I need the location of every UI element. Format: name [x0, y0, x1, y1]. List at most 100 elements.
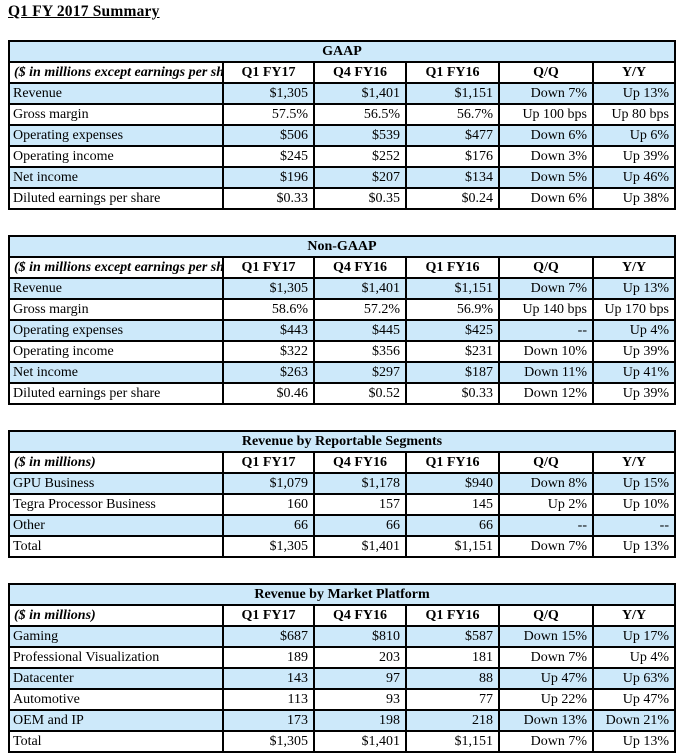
cell-value: Up 38% [592, 187, 676, 210]
column-header: Y/Y [592, 604, 676, 627]
cell-value: $687 [222, 625, 315, 648]
table-row: Gross margin 58.6% 57.2% 56.9% Up 140 bp… [8, 298, 676, 321]
cell-value: Up 10% [592, 493, 676, 516]
cell-value: Down 5% [498, 166, 594, 189]
table-title: Non-GAAP [8, 235, 676, 258]
cell-value: 143 [222, 667, 315, 690]
cell-value: $134 [405, 166, 500, 189]
row-label: Automotive [8, 688, 224, 711]
table-title: Revenue by Reportable Segments [8, 430, 676, 453]
column-header-row: ($ in millions) Q1 FY17 Q4 FY16 Q1 FY16 … [8, 604, 676, 627]
cell-value: 189 [222, 646, 315, 669]
cell-value: $252 [313, 145, 407, 168]
column-header: Y/Y [592, 61, 676, 84]
cell-value: Down 13% [498, 709, 594, 732]
cell-value: Down 7% [498, 535, 594, 558]
row-label: Diluted earnings per share [8, 382, 224, 405]
row-label: Tegra Processor Business [8, 493, 224, 516]
cell-value: $0.33 [222, 187, 315, 210]
cell-value: Up 80 bps [592, 103, 676, 126]
row-label: Net income [8, 361, 224, 384]
cell-value: $245 [222, 145, 315, 168]
cell-value: 56.9% [405, 298, 500, 321]
cell-value: Up 46% [592, 166, 676, 189]
cell-value: Up 47% [498, 667, 594, 690]
cell-value: $1,151 [405, 730, 500, 753]
cell-value: $506 [222, 124, 315, 147]
cell-value: $176 [405, 145, 500, 168]
table-row: Operating expenses $506 $539 $477 Down 6… [8, 124, 676, 147]
cell-value: Up 41% [592, 361, 676, 384]
cell-value: 56.7% [405, 103, 500, 126]
cell-value: Down 7% [498, 82, 594, 105]
cell-value: Up 63% [592, 667, 676, 690]
cell-value: 160 [222, 493, 315, 516]
table-row: Net income $263 $297 $187 Down 11% Up 41… [8, 361, 676, 384]
row-label: Net income [8, 166, 224, 189]
table-row: Datacenter 143 97 88 Up 47% Up 63% [8, 667, 676, 690]
column-header: Y/Y [592, 451, 676, 474]
table-row: Automotive 113 93 77 Up 22% Up 47% [8, 688, 676, 711]
cell-value: Up 140 bps [498, 298, 594, 321]
table-row: Gaming $687 $810 $587 Down 15% Up 17% [8, 625, 676, 648]
cell-value: 57.5% [222, 103, 315, 126]
cell-value: Up 15% [592, 472, 676, 495]
cell-value: Up 6% [592, 124, 676, 147]
financial-table: GAAP ($ in millions except earnings per … [8, 40, 676, 210]
cell-value: $263 [222, 361, 315, 384]
cell-value: Up 17% [592, 625, 676, 648]
cell-value: $810 [313, 625, 407, 648]
cell-value: 56.5% [313, 103, 407, 126]
cell-value: -- [498, 319, 594, 342]
cell-value: 173 [222, 709, 315, 732]
cell-value: 66 [222, 514, 315, 537]
cell-value: $1,305 [222, 277, 315, 300]
row-label: Operating expenses [8, 124, 224, 147]
table-title: GAAP [8, 40, 676, 63]
cell-value: $1,151 [405, 82, 500, 105]
row-label: Gross margin [8, 103, 224, 126]
cell-value: Up 4% [592, 319, 676, 342]
table-row: Tegra Processor Business 160 157 145 Up … [8, 493, 676, 516]
row-label: Revenue [8, 82, 224, 105]
table-row: Revenue $1,305 $1,401 $1,151 Down 7% Up … [8, 82, 676, 105]
column-header: Q1 FY16 [405, 61, 500, 84]
cell-value: 203 [313, 646, 407, 669]
cell-value: Up 47% [592, 688, 676, 711]
cell-value: $0.24 [405, 187, 500, 210]
column-header-row: ($ in millions except earnings per share… [8, 61, 676, 84]
cell-value: Up 2% [498, 493, 594, 516]
financial-table: Revenue by Market Platform ($ in million… [8, 583, 676, 753]
cell-value: Down 7% [498, 277, 594, 300]
cell-value: $445 [313, 319, 407, 342]
unit-label: ($ in millions except earnings per share… [8, 256, 224, 279]
unit-label: ($ in millions) [8, 451, 224, 474]
cell-value: $0.35 [313, 187, 407, 210]
row-label: Professional Visualization [8, 646, 224, 669]
table-body: Revenue $1,305 $1,401 $1,151 Down 7% Up … [8, 82, 676, 210]
cell-value: Up 13% [592, 82, 676, 105]
column-header: Q4 FY16 [313, 256, 407, 279]
column-header: Q/Q [498, 61, 594, 84]
cell-value: Down 21% [592, 709, 676, 732]
column-header: Q/Q [498, 604, 594, 627]
table-body: Gaming $687 $810 $587 Down 15% Up 17% Pr… [8, 625, 676, 753]
cell-value: 218 [405, 709, 500, 732]
cell-value: 157 [313, 493, 407, 516]
cell-value: Up 39% [592, 382, 676, 405]
cell-value: 58.6% [222, 298, 315, 321]
column-header: Q4 FY16 [313, 61, 407, 84]
cell-value: $1,305 [222, 535, 315, 558]
table-row: Diluted earnings per share $0.46 $0.52 $… [8, 382, 676, 405]
row-label: Total [8, 730, 224, 753]
financial-table: Revenue by Reportable Segments ($ in mil… [8, 430, 676, 558]
table-title-row: Revenue by Market Platform [8, 583, 676, 606]
cell-value: 93 [313, 688, 407, 711]
row-label: Gaming [8, 625, 224, 648]
cell-value: $425 [405, 319, 500, 342]
column-header: Q4 FY16 [313, 604, 407, 627]
cell-value: $1,401 [313, 277, 407, 300]
table-row: Other 66 66 66 -- -- [8, 514, 676, 537]
cell-value: Down 12% [498, 382, 594, 405]
